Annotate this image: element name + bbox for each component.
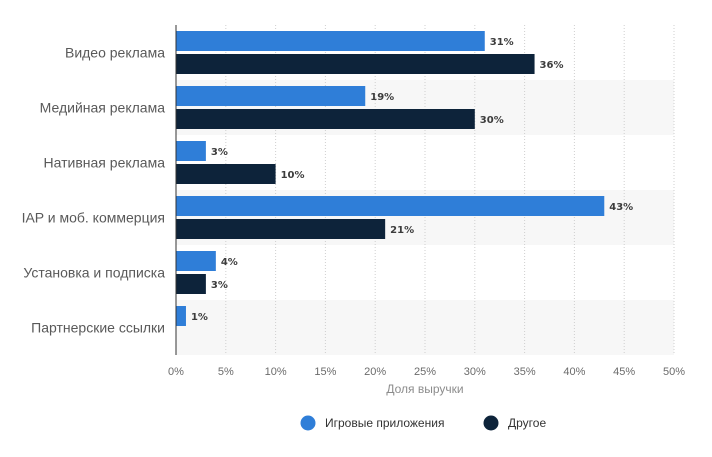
x-tick-label: 35% [514,366,536,378]
category-labels: Видео реклама Медийная реклама Нативная ре… [22,45,166,336]
bar [176,141,206,161]
x-tick-label: 10% [265,366,287,378]
category-band [176,300,674,355]
x-tick-label: 0% [168,366,184,378]
legend: Игровые приложения Другое [300,415,546,431]
bar [176,196,605,216]
bar [176,164,276,184]
legend-label: Игровые приложения [325,416,444,430]
category-label: IAP и моб. коммерция [22,210,165,226]
data-label: 10% [281,170,305,181]
data-label: 3% [211,147,228,158]
data-label: 4% [221,257,238,268]
category-label: Нативная реклама [44,155,166,171]
data-label: 30% [480,115,504,126]
x-tick-label: 40% [563,366,585,378]
category-label: Медийная реклама [40,100,166,116]
bar [176,274,206,294]
x-tick-label: 15% [314,366,336,378]
bar [176,31,485,51]
x-tick-label: 5% [218,366,234,378]
x-tick-labels: 0% 5% 10% 15% 20% 25% 30% 35% 40% 45% 50% [168,366,685,378]
bar [176,306,186,326]
data-label: 43% [609,202,633,213]
x-axis-title: Доля выручки [386,382,463,396]
bar [176,109,475,129]
gridlines [225,25,675,355]
bar [176,54,535,74]
bar [176,251,216,271]
data-label: 1% [191,312,208,323]
x-tick-label: 45% [613,366,635,378]
bars [176,31,605,326]
data-label: 31% [490,37,514,48]
data-label: 3% [211,280,228,291]
category-label: Партнерские ссылки [31,320,165,336]
bar [176,219,386,239]
bar [176,86,366,106]
data-label: 36% [540,60,564,71]
x-tick-label: 30% [464,366,486,378]
x-tick-label: 25% [414,366,436,378]
legend-marker [483,415,499,431]
category-label: Установка и подписка [23,265,165,281]
category-label: Видео реклама [65,45,165,61]
data-labels: 31% 36% 19% 30% 3% 10% 43% 21% 4% 3% 1% [191,37,633,323]
data-label: 19% [370,92,394,103]
x-tick-label: 20% [364,366,386,378]
legend-label: Другое [508,416,546,430]
x-tick-label: 50% [663,366,685,378]
legend-marker [300,415,316,431]
data-label: 21% [390,225,414,236]
